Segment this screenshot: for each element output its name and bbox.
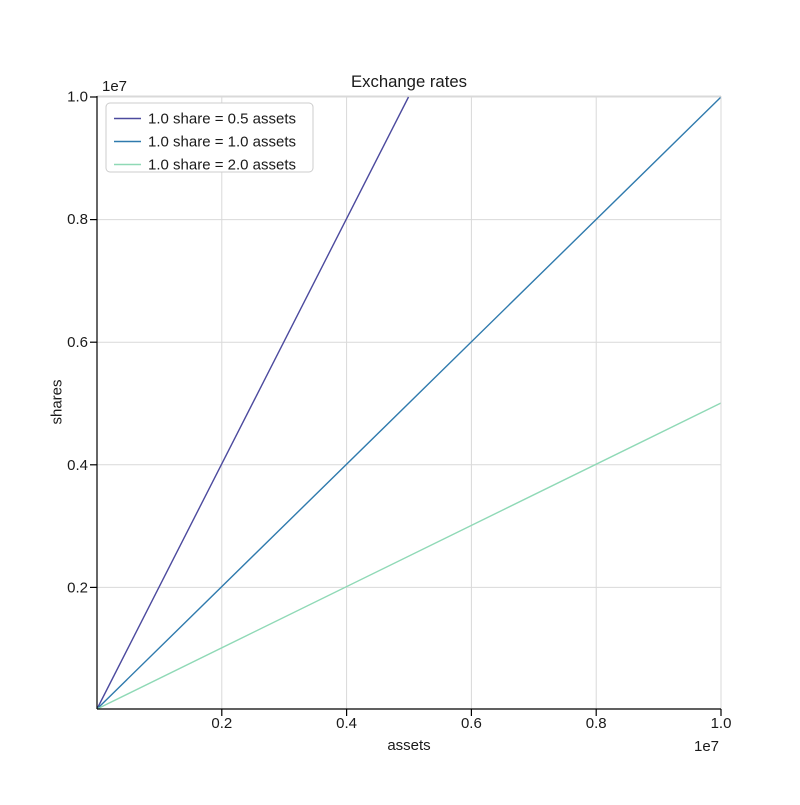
svg-text:0.2: 0.2 xyxy=(67,579,88,596)
svg-text:assets: assets xyxy=(387,737,430,754)
svg-text:1.0 share = 0.5 assets: 1.0 share = 0.5 assets xyxy=(148,111,296,128)
svg-text:1e7: 1e7 xyxy=(102,78,127,95)
svg-text:0.8: 0.8 xyxy=(67,211,88,228)
svg-text:1.0 share = 1.0 assets: 1.0 share = 1.0 assets xyxy=(148,134,296,151)
svg-text:Exchange rates: Exchange rates xyxy=(351,72,467,91)
svg-text:shares: shares xyxy=(49,379,66,424)
svg-text:1.0 share = 2.0 assets: 1.0 share = 2.0 assets xyxy=(148,157,296,174)
svg-text:0.2: 0.2 xyxy=(211,715,232,732)
svg-text:1.0: 1.0 xyxy=(711,715,732,732)
svg-text:0.6: 0.6 xyxy=(461,715,482,732)
svg-text:0.4: 0.4 xyxy=(67,457,88,474)
svg-text:1.0: 1.0 xyxy=(67,89,88,106)
svg-text:0.4: 0.4 xyxy=(336,715,357,732)
svg-text:0.8: 0.8 xyxy=(586,715,607,732)
svg-text:1e7: 1e7 xyxy=(694,738,719,755)
svg-text:0.6: 0.6 xyxy=(67,334,88,351)
